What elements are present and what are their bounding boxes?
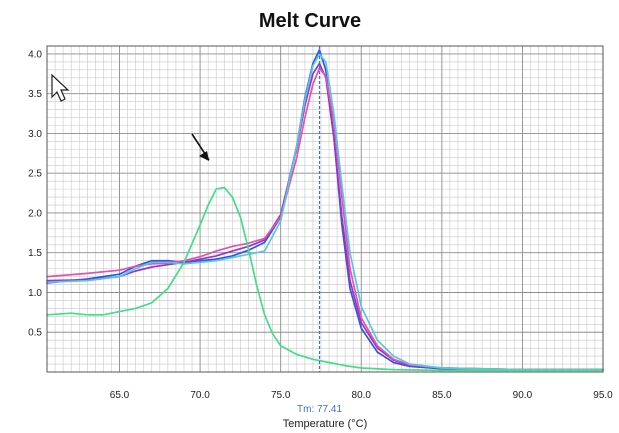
- plot-area: [47, 46, 603, 372]
- arrow-annotation-icon: [191, 133, 210, 161]
- x-tick-label: 90.0: [513, 390, 533, 401]
- x-axis-label: Temperature (°C): [283, 418, 367, 430]
- series-line-5: [46, 186, 604, 372]
- x-tick-label: 85.0: [432, 390, 452, 401]
- chart-title: Melt Curve: [259, 10, 361, 32]
- y-tick-label: 3.0: [28, 129, 42, 140]
- y-tick-label: 2.0: [28, 208, 42, 219]
- y-tick-label: 4.0: [28, 49, 42, 60]
- y-tick-label: 2.5: [28, 169, 42, 180]
- x-tick-label: 75.0: [271, 390, 291, 401]
- tm-marker: Tm: 77.41: [297, 46, 342, 415]
- mouse-pointer-icon: [51, 73, 70, 102]
- series-layer: [46, 49, 604, 372]
- y-tick-label: 0.5: [28, 328, 42, 339]
- x-tick-label: 80.0: [352, 390, 372, 401]
- y-axis-ticks: 0.5 1.0 1.5 2.0 2.5 3.0 3.5 4.0: [28, 49, 42, 338]
- x-axis-ticks: 65.0 70.0 75.0 80.0 85.0 90.0 95.0: [110, 390, 613, 401]
- x-tick-label: 95.0: [593, 390, 613, 401]
- series-line-3: [46, 67, 604, 371]
- plot-frame: [46, 45, 604, 373]
- x-tick-label: 70.0: [190, 390, 210, 401]
- y-tick-label: 3.5: [28, 89, 42, 100]
- y-tick-label: 1.5: [28, 248, 42, 259]
- grid-major: [47, 46, 604, 372]
- y-tick-label: 1.0: [28, 288, 42, 299]
- tm-marker-label: Tm: 77.41: [297, 404, 342, 415]
- series-line-4: [46, 53, 604, 371]
- x-tick-label: 65.0: [110, 390, 130, 401]
